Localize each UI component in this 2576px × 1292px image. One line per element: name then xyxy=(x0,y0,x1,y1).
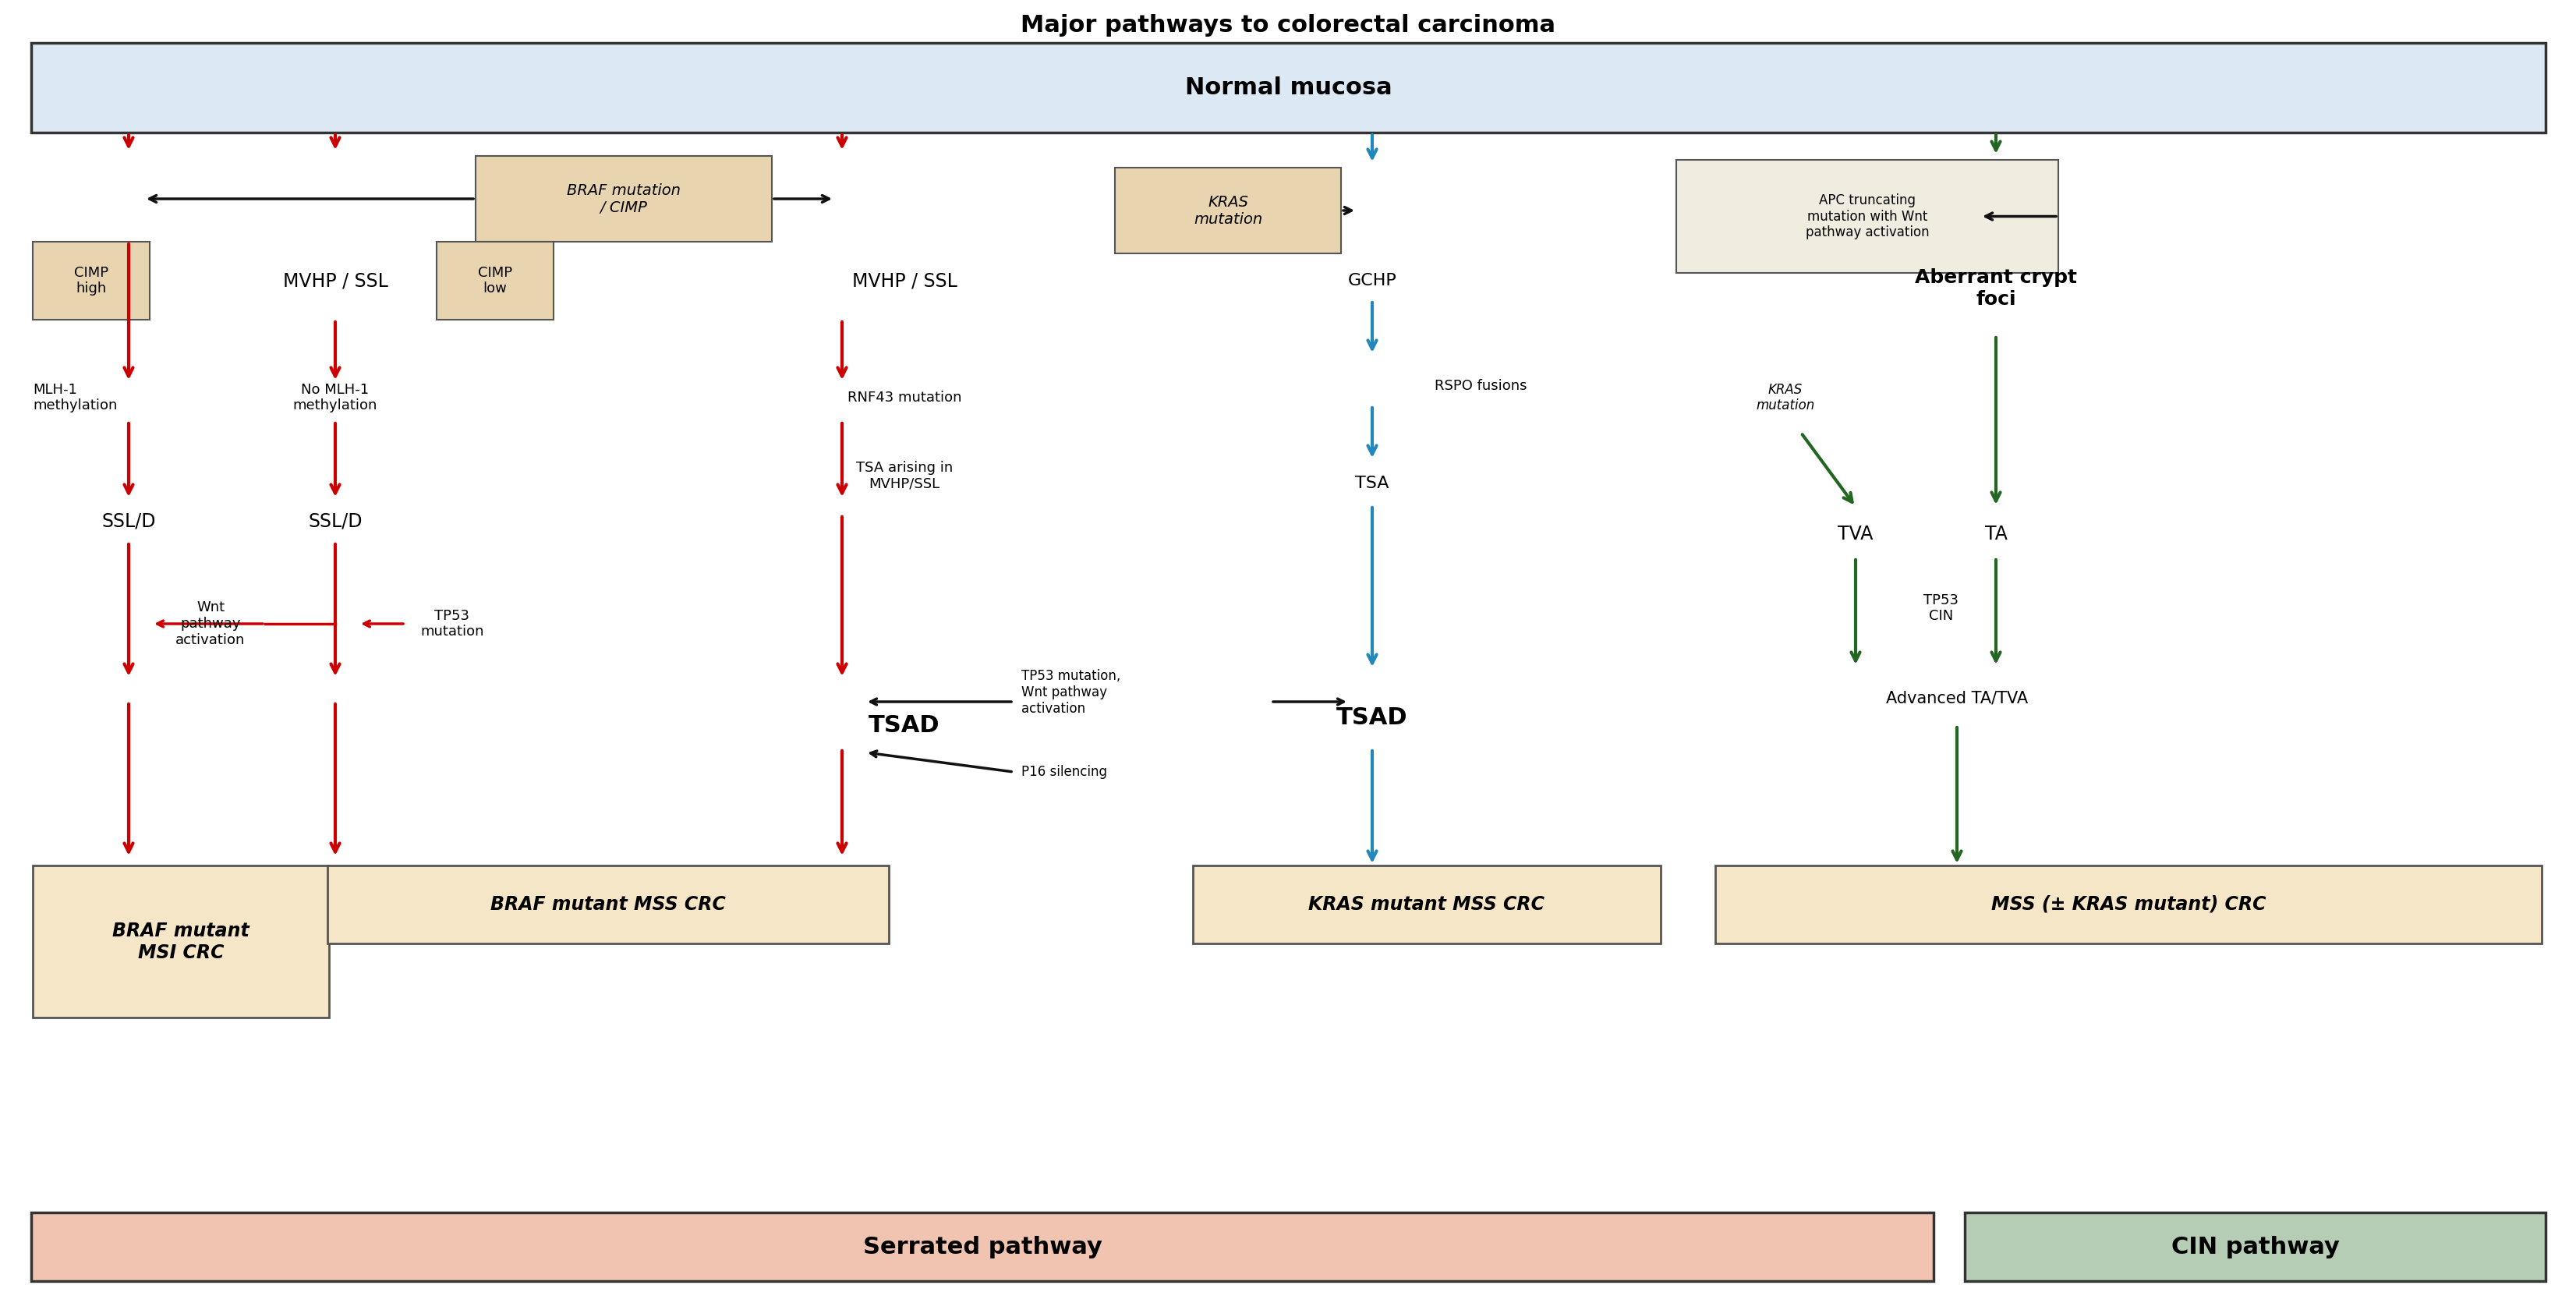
Text: BRAF mutation
/ CIMP: BRAF mutation / CIMP xyxy=(567,183,680,214)
Text: RNF43 mutation: RNF43 mutation xyxy=(848,390,961,404)
FancyBboxPatch shape xyxy=(33,866,330,1018)
Text: CIMP
low: CIMP low xyxy=(477,266,513,296)
Text: MVHP / SSL: MVHP / SSL xyxy=(283,271,389,291)
FancyBboxPatch shape xyxy=(435,242,554,319)
Text: Major pathways to colorectal carcinoma: Major pathways to colorectal carcinoma xyxy=(1020,14,1556,36)
Text: Advanced TA/TVA: Advanced TA/TVA xyxy=(1886,690,2027,705)
Text: MSS (± KRAS mutant) CRC: MSS (± KRAS mutant) CRC xyxy=(1991,895,2264,913)
Text: Normal mucosa: Normal mucosa xyxy=(1185,76,1391,98)
Text: Wnt
pathway
activation: Wnt pathway activation xyxy=(175,601,245,647)
Text: Aberrant crypt
foci: Aberrant crypt foci xyxy=(1914,269,2076,309)
Text: KRAS
mutation: KRAS mutation xyxy=(1757,382,1814,412)
FancyBboxPatch shape xyxy=(1963,1212,2545,1282)
Text: TP53 mutation,
Wnt pathway
activation: TP53 mutation, Wnt pathway activation xyxy=(1020,669,1121,716)
Text: KRAS mutant MSS CRC: KRAS mutant MSS CRC xyxy=(1309,895,1546,913)
Text: CIN pathway: CIN pathway xyxy=(2172,1235,2339,1258)
Text: BRAF mutant MSS CRC: BRAF mutant MSS CRC xyxy=(489,895,726,913)
FancyBboxPatch shape xyxy=(1115,168,1340,253)
Text: GCHP: GCHP xyxy=(1347,273,1396,288)
Text: TA: TA xyxy=(1984,525,2007,544)
Text: SSL/D: SSL/D xyxy=(309,512,363,530)
Text: TSAD: TSAD xyxy=(868,714,940,736)
FancyBboxPatch shape xyxy=(33,242,149,319)
Text: RSPO fusions: RSPO fusions xyxy=(1435,379,1528,393)
FancyBboxPatch shape xyxy=(31,43,2545,133)
Text: SSL/D: SSL/D xyxy=(100,512,155,530)
FancyBboxPatch shape xyxy=(1677,160,2058,273)
Text: No MLH-1
methylation: No MLH-1 methylation xyxy=(294,382,379,412)
Text: Serrated pathway: Serrated pathway xyxy=(863,1235,1103,1258)
Text: TSA arising in
MVHP/SSL: TSA arising in MVHP/SSL xyxy=(855,460,953,491)
FancyBboxPatch shape xyxy=(1193,866,1659,943)
FancyBboxPatch shape xyxy=(1716,866,2540,943)
Text: TVA: TVA xyxy=(1837,525,1873,544)
Text: APC truncating
mutation with Wnt
pathway activation: APC truncating mutation with Wnt pathway… xyxy=(1806,193,1929,239)
Text: MVHP / SSL: MVHP / SSL xyxy=(853,271,956,291)
Text: CIMP
high: CIMP high xyxy=(75,266,108,296)
FancyBboxPatch shape xyxy=(31,1212,1932,1282)
Text: BRAF mutant
MSI CRC: BRAF mutant MSI CRC xyxy=(113,921,250,963)
Text: TP53
mutation: TP53 mutation xyxy=(420,609,484,640)
FancyBboxPatch shape xyxy=(327,866,889,943)
Text: TP53
CIN: TP53 CIN xyxy=(1924,593,1958,623)
Text: KRAS
mutation: KRAS mutation xyxy=(1193,195,1262,226)
FancyBboxPatch shape xyxy=(477,156,773,242)
Text: TSAD: TSAD xyxy=(1337,705,1406,729)
Text: MLH-1
methylation: MLH-1 methylation xyxy=(33,382,116,412)
Text: TSA: TSA xyxy=(1355,475,1388,491)
Text: P16 silencing: P16 silencing xyxy=(1020,765,1108,779)
